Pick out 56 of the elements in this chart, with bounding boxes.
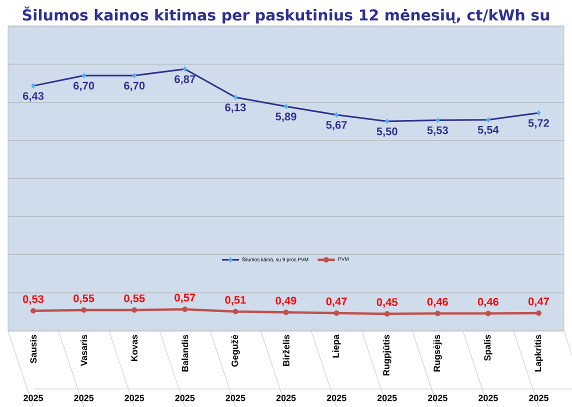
x-tick-label: Kovas — [131, 334, 138, 361]
data-label: 0,46 — [427, 298, 448, 308]
point — [232, 308, 238, 314]
data-label: 0,49 — [276, 296, 296, 306]
x-tick-label: Birželis — [282, 334, 290, 366]
text: 2025 — [326, 394, 346, 402]
data-label: 6,87 — [174, 75, 196, 85]
x-tick-label: Gegužė — [231, 334, 240, 367]
x-tick-label: Vasaris — [80, 334, 88, 366]
data-label: 6,70 — [124, 82, 145, 92]
data-label: 0,51 — [225, 296, 246, 306]
data-label: 5,67 — [326, 121, 347, 130]
text: 2025 — [124, 394, 144, 402]
data-label: 0,46 — [478, 298, 498, 308]
text: 2025 — [74, 394, 94, 402]
point — [30, 308, 36, 314]
data-label: 0,53 — [23, 295, 44, 305]
data-label: 6,13 — [225, 104, 246, 113]
x-tick-label: Liepa — [332, 334, 341, 358]
text: 2025 — [175, 394, 195, 402]
data-label: 0,45 — [376, 298, 398, 308]
data-label: 0,55 — [124, 294, 145, 304]
x-tick-label: Balandis — [182, 334, 188, 372]
x-tick-label: Rugpjūtis — [382, 334, 392, 376]
point — [434, 310, 440, 316]
data-label: 0,55 — [74, 294, 94, 304]
point — [182, 306, 188, 312]
data-label: 5,89 — [276, 112, 296, 122]
chart-title: Šilumos kainos kitimas per paskutinius 12 mėnesių, ct/kWh su — [22, 6, 549, 24]
x-tick-label: Rugsėjis — [433, 334, 442, 372]
x-tick-label: Lapkritis — [534, 334, 543, 372]
data-label: 5,72 — [528, 119, 549, 129]
text: 2025 — [428, 394, 448, 402]
data-label: 5,54 — [478, 126, 499, 136]
point — [384, 311, 390, 317]
text: 2025 — [276, 394, 296, 402]
data-label: 5,50 — [376, 128, 398, 137]
text: 2025 — [226, 394, 246, 402]
point — [536, 310, 542, 316]
text: 2025 — [24, 394, 44, 402]
data-label: 0,47 — [326, 298, 347, 307]
data-label: 5,53 — [427, 126, 448, 136]
text: 2025 — [377, 394, 397, 402]
point — [81, 307, 87, 313]
data-label: 6,43 — [22, 92, 44, 102]
data-label: 0,47 — [528, 298, 549, 307]
point — [485, 310, 491, 316]
text: 2025 — [478, 394, 498, 402]
x-tick-label: Spalis — [484, 334, 492, 361]
x-tick-label: Sausis — [30, 334, 37, 364]
data-label: 6,70 — [74, 82, 94, 92]
data-label: 0,57 — [174, 294, 196, 304]
point — [283, 310, 289, 316]
point — [334, 310, 340, 316]
point — [132, 307, 138, 313]
text: 2025 — [529, 394, 548, 402]
